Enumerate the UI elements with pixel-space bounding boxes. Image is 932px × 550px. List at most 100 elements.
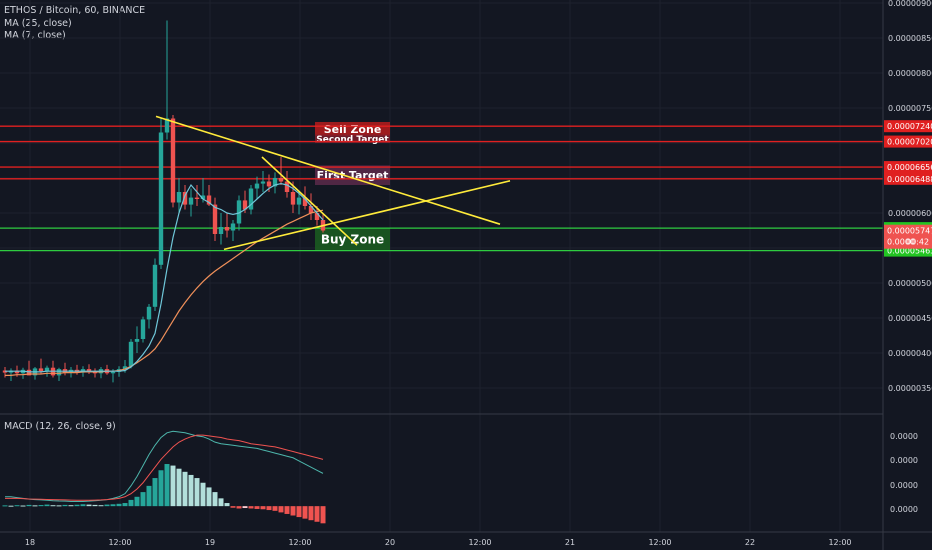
candle-body-40	[242, 200, 248, 210]
macd-bar-53	[320, 506, 326, 524]
candle-body-7	[44, 367, 50, 372]
candle-body-18	[110, 371, 116, 374]
macd-bar-33	[200, 482, 206, 507]
levels-layer	[0, 125, 883, 252]
macd-bar-4	[26, 504, 32, 507]
price-tick-9: 0.00000450	[888, 314, 932, 323]
macd-legend: MACD (12, 26, close, 9)	[4, 421, 116, 432]
time-axis: 18 12:00 19 12:00 20 12:00 21 12:00 22 12:00	[25, 538, 852, 547]
macd-bar-41	[248, 506, 254, 509]
macd-bar-5	[32, 505, 38, 507]
ma-layer	[5, 182, 324, 376]
time-tick-0: 18	[25, 538, 35, 547]
zone-label-2: First Target	[317, 169, 389, 182]
level-badge-text-0: 0.00007240	[887, 122, 932, 131]
time-tick-5: 12:00	[468, 538, 491, 547]
macd-bar-16	[98, 505, 104, 507]
macd-bar-11	[68, 505, 74, 507]
macd-bar-17	[104, 504, 110, 507]
macd-bar-3	[20, 505, 26, 507]
macd-bar-7	[44, 504, 50, 507]
macd-bar-38	[230, 506, 236, 508]
ma7-legend: MA (7, close)	[4, 30, 66, 41]
macd-bar-31	[188, 474, 194, 507]
grid-layer	[0, 0, 883, 532]
macd-bar-37	[224, 503, 230, 507]
candle-body-42	[254, 183, 260, 189]
macd-bar-34	[206, 487, 212, 507]
macd-axis: 0.0000 0.0000 0.0000 0.0000	[890, 432, 918, 514]
time-tick-2: 19	[205, 538, 215, 547]
macd-bar-45	[272, 506, 278, 511]
time-tick-1: 12:00	[108, 538, 131, 547]
zone-box-0	[315, 122, 390, 136]
ma25-line	[5, 209, 324, 376]
candle-body-52	[314, 213, 320, 220]
candle-body-34	[206, 195, 212, 205]
candle-body-46	[278, 178, 284, 182]
macd-bar-15	[92, 504, 98, 507]
macd-tick-1: 0.0000	[890, 456, 918, 465]
candle-body-45	[272, 178, 278, 187]
time-tick-9: 12:00	[828, 538, 851, 547]
time-tick-3: 12:00	[288, 538, 311, 547]
time-tick-8: 22	[745, 538, 755, 547]
level-badge-0	[884, 120, 932, 133]
zone-label-3: Buy Zone	[321, 233, 384, 247]
price-axis: 0.00000900 0.00000850 0.00000800 0.00000750…	[884, 0, 932, 393]
time-tick-6: 21	[565, 538, 575, 547]
macd-bar-28	[170, 465, 176, 507]
candle-body-20	[122, 366, 128, 370]
macd-bar-30	[182, 471, 188, 507]
candle-body-27	[164, 118, 170, 133]
macd-bar-46	[278, 506, 284, 513]
candle-body-24	[146, 306, 152, 320]
current-price-badge	[884, 224, 932, 249]
macd-bar-47	[284, 506, 290, 514]
macd-bar-22	[134, 496, 140, 507]
candle-body-30	[182, 192, 188, 205]
macd-bar-8	[50, 505, 56, 507]
macd-bar-35	[212, 492, 218, 507]
candle-body-38	[230, 223, 236, 231]
macd-bar-48	[290, 506, 296, 516]
price-tick-2: 0.00000800	[888, 69, 932, 78]
candle-body-31	[188, 197, 194, 205]
trendline-0	[155, 115, 501, 225]
zone-label-1: Second Target	[316, 135, 389, 145]
candle-body-41	[248, 188, 254, 210]
candle-body-32	[194, 197, 200, 199]
candle-body-6	[38, 368, 44, 372]
macd-bar-43	[260, 506, 266, 510]
price-tick-6: 0.00000600	[888, 209, 932, 218]
zone-box-3	[315, 228, 390, 251]
candle-body-9	[56, 369, 62, 376]
candle-body-44	[266, 181, 272, 187]
macd-bar-9	[56, 505, 62, 507]
candle-body-39	[236, 200, 242, 224]
countdown-text: 00:42	[906, 238, 929, 247]
price-tick-11: 0.00000350	[888, 384, 932, 393]
macd-bar-24	[146, 485, 152, 507]
macd-bar-40	[242, 506, 248, 509]
candle-body-51	[308, 206, 314, 213]
candle-body-29	[176, 192, 182, 203]
macd-bar-21	[128, 499, 134, 507]
zone-label-0: Sell Zone	[324, 123, 382, 136]
macd-bar-52	[314, 506, 320, 522]
macd-bar-2	[14, 505, 20, 507]
current-price-text: 0.00005747	[887, 227, 932, 236]
macd-bar-6	[38, 505, 44, 507]
candle-body-21	[128, 341, 134, 367]
candle-body-15	[92, 371, 98, 374]
candle-body-33	[200, 195, 206, 199]
candle-body-35	[212, 204, 218, 234]
price-tick-8: 0.00000500	[888, 279, 932, 288]
candle-body-49	[296, 197, 302, 205]
macd-bar-10	[62, 504, 68, 507]
level-badge-2	[884, 161, 932, 174]
ma7-line	[5, 182, 324, 373]
macd-bar-26	[158, 470, 164, 507]
time-tick-4: 20	[385, 538, 395, 547]
